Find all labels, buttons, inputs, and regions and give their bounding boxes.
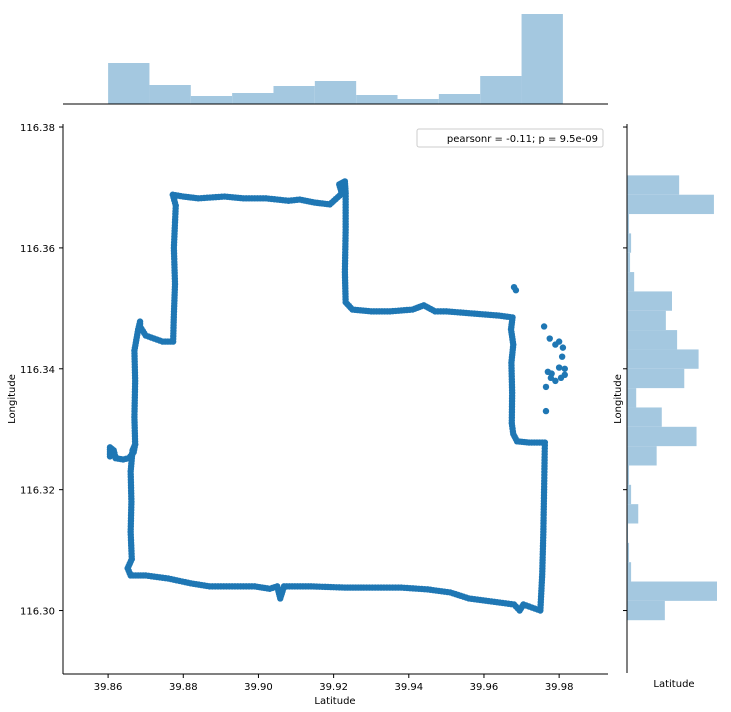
right-histogram-bar xyxy=(627,542,630,563)
right-histogram-bar xyxy=(627,465,630,485)
right-histogram-bar xyxy=(627,562,632,582)
y-axis-label: Longitude xyxy=(7,374,18,424)
right-histogram-bar xyxy=(627,484,632,505)
right-histogram-bar xyxy=(627,194,714,215)
right-histogram-bar xyxy=(627,523,629,543)
top-histogram-bar xyxy=(438,94,481,104)
scatter-point xyxy=(555,338,563,345)
scatter-point xyxy=(542,407,550,415)
x-tick-label: 39.90 xyxy=(244,682,273,693)
right-histogram-bar xyxy=(627,291,672,311)
x-axis-ticks: 39.86 39.88 39.90 39.92 39.94 39.96 39.98 xyxy=(94,674,574,693)
legend-text: pearsonr = -0.11; p = 9.5e-09 xyxy=(447,134,598,145)
x-tick-label: 39.98 xyxy=(545,682,574,693)
scatter-point xyxy=(555,364,563,371)
top-histogram-bar xyxy=(397,99,439,104)
right-marginal-y-label: Longitude xyxy=(613,374,624,424)
right-histogram-bar xyxy=(627,252,631,273)
top-histogram-bar xyxy=(232,93,274,104)
right-marginal-x-label: Latitude xyxy=(653,679,694,690)
top-histogram-bar xyxy=(356,95,398,104)
x-tick-label: 39.86 xyxy=(94,682,123,693)
scatter-point xyxy=(131,441,139,448)
legend: pearsonr = -0.11; p = 9.5e-09 xyxy=(416,128,604,148)
scatter-point xyxy=(546,335,553,342)
y-tick-label: 116.30 xyxy=(20,607,55,618)
x-axis-label: Latitude xyxy=(314,696,355,707)
right-histogram-bar xyxy=(627,388,637,408)
scatter-point xyxy=(542,383,550,391)
right-marginal-ticks xyxy=(623,126,627,612)
top-histogram-bar xyxy=(480,76,522,104)
right-histogram-bar xyxy=(627,581,717,601)
y-tick-label: 116.38 xyxy=(20,123,55,134)
scatter-point xyxy=(561,365,568,372)
right-histogram-bar xyxy=(627,214,630,234)
y-tick-label: 116.32 xyxy=(20,486,55,497)
top-histogram-bar xyxy=(108,63,150,104)
scatter-point xyxy=(552,377,559,385)
top-histogram-bar xyxy=(149,85,191,104)
scatter-point xyxy=(558,353,566,360)
top-histogram-bar xyxy=(273,86,315,104)
right-histogram-bar xyxy=(627,233,632,253)
right-histogram-bar xyxy=(627,349,699,369)
top-histogram-bar xyxy=(521,14,563,104)
scatter-point xyxy=(559,344,567,351)
right-marginal-histogram xyxy=(627,175,717,621)
scatter-points xyxy=(106,178,568,614)
right-histogram-bar xyxy=(627,426,697,447)
y-tick-label: 116.34 xyxy=(20,365,55,376)
right-histogram-bar xyxy=(627,407,662,427)
scatter-point xyxy=(512,287,520,294)
scatter-point xyxy=(544,368,552,376)
right-histogram-bar xyxy=(627,310,666,331)
scatter-point xyxy=(547,374,555,382)
scatter-point xyxy=(557,374,565,382)
y-tick-label: 116.36 xyxy=(20,244,55,255)
top-marginal-histogram xyxy=(108,14,563,104)
x-tick-label: 39.94 xyxy=(394,682,423,693)
right-histogram-bar xyxy=(627,600,665,621)
x-tick-label: 39.88 xyxy=(169,682,198,693)
scatter-point xyxy=(540,323,548,330)
right-histogram-bar xyxy=(627,504,639,524)
right-histogram-bar xyxy=(627,330,678,350)
top-histogram-bar xyxy=(314,81,357,104)
right-histogram-bar xyxy=(627,175,680,195)
x-tick-label: 39.96 xyxy=(470,682,499,693)
right-histogram-bar xyxy=(627,368,685,389)
right-histogram-bar xyxy=(627,272,635,292)
legend-box xyxy=(416,128,604,148)
top-histogram-bar xyxy=(190,96,233,104)
x-tick-label: 39.92 xyxy=(319,682,348,693)
y-axis-ticks: 116.30 116.32 116.34 116.36 116.38 xyxy=(20,123,63,618)
right-histogram-bar xyxy=(627,446,657,466)
